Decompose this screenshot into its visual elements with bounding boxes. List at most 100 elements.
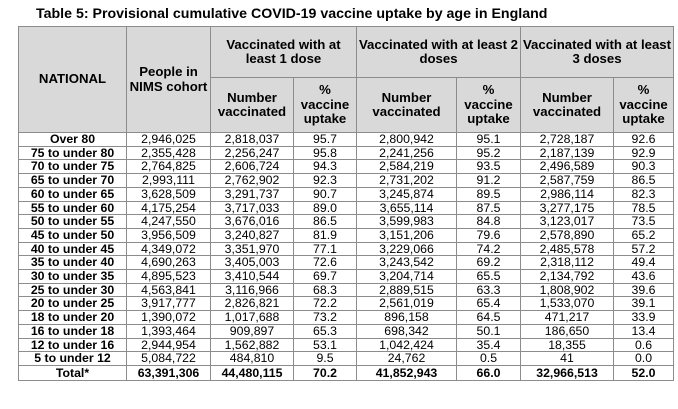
dose1-number: 3,410,544 <box>210 269 294 284</box>
vaccine-uptake-table: NATIONAL People in NIMS cohort Vaccinate… <box>18 26 675 381</box>
age-group-label: 18 to under 20 <box>18 310 127 325</box>
header-dose-1-number: Number vaccinated <box>210 77 294 133</box>
header-national: NATIONAL <box>18 26 127 133</box>
dose1-pct: 77.1 <box>293 241 357 257</box>
age-group-label: 20 to under 25 <box>18 296 127 312</box>
dose3-number: 3,277,175 <box>520 200 615 216</box>
table-row: 40 to under 45 4,349,072 3,351,970 77.1 3,22… <box>18 241 675 257</box>
dose3-pct: 39.1 <box>613 296 675 312</box>
age-group-label: 25 to under 30 <box>18 282 127 298</box>
table-row: 55 to under 60 4,175,254 3,717,033 89.0 3,65… <box>18 200 675 216</box>
table-row: Over 80 2,946,025 2,818,037 95.7 2,800,942 95… <box>18 132 675 147</box>
cohort-value: 2,993,111 <box>126 173 211 188</box>
dose1-number: 3,291,737 <box>210 186 294 202</box>
dose2-pct: 84.8 <box>455 214 522 229</box>
table-row: 18 to under 20 1,390,072 1,017,688 73.2 896,… <box>18 310 675 325</box>
cohort-value: 3,628,509 <box>126 186 211 202</box>
dose1-number: 2,762,902 <box>210 173 294 188</box>
dose3-pct: 39.6 <box>613 282 675 298</box>
table-row: 45 to under 50 3,956,509 3,240,827 81.9 3,15… <box>18 227 675 243</box>
dose1-pct: 81.9 <box>293 227 357 243</box>
table-row: 35 to under 40 4,690,263 3,405,003 72.6 3,24… <box>18 255 675 271</box>
dose1-pct: 90.7 <box>293 186 357 202</box>
dose3-pct: 78.5 <box>613 200 675 216</box>
total-dose2-number: 41,852,943 <box>356 364 457 381</box>
dose2-pct: 0.5 <box>455 351 522 366</box>
dose1-pct: 92.3 <box>293 173 357 188</box>
table-row: 20 to under 25 3,917,777 2,826,821 72.2 2,56… <box>18 296 675 312</box>
dose1-number: 2,826,821 <box>210 296 294 312</box>
dose3-number: 471,217 <box>520 310 615 325</box>
dose1-number: 1,562,882 <box>210 337 294 353</box>
age-group-label: 55 to under 60 <box>18 200 127 216</box>
dose3-pct: 73.5 <box>613 214 675 229</box>
total-dose3-pct: 52.0 <box>613 364 675 381</box>
age-group-label: 65 to under 70 <box>18 173 127 188</box>
age-group-label: 60 to under 65 <box>18 186 127 202</box>
cohort-value: 1,393,464 <box>126 323 211 339</box>
age-group-label: 30 to under 35 <box>18 269 127 284</box>
dose1-pct: 9.5 <box>293 351 357 366</box>
dose3-pct: 92.9 <box>613 145 675 161</box>
dose2-number: 3,655,114 <box>356 200 457 216</box>
dose3-number: 2,986,114 <box>520 186 615 202</box>
dose2-number: 3,151,206 <box>356 227 457 243</box>
dose3-number: 41 <box>520 351 615 366</box>
dose2-pct: 89.5 <box>455 186 522 202</box>
age-group-label: 12 to under 16 <box>18 337 127 353</box>
cohort-value: 2,764,825 <box>126 159 211 175</box>
dose3-pct: 33.9 <box>613 310 675 325</box>
cohort-value: 2,944,954 <box>126 337 211 353</box>
dose3-number: 2,187,139 <box>520 145 615 161</box>
dose3-pct: 43.6 <box>613 269 675 284</box>
age-group-label: 35 to under 40 <box>18 255 127 271</box>
dose2-number: 896,158 <box>356 310 457 325</box>
dose1-number: 1,017,688 <box>210 310 294 325</box>
age-group-label: 5 to under 12 <box>18 351 127 366</box>
header-dose-1: Vaccinated with at least 1 dose <box>210 26 357 78</box>
dose3-pct: 0.0 <box>613 351 675 366</box>
dose3-number: 3,123,017 <box>520 214 615 229</box>
dose2-pct: 50.1 <box>455 323 522 339</box>
dose1-number: 484,810 <box>210 351 294 366</box>
dose1-pct: 89.0 <box>293 200 357 216</box>
dose3-pct: 57.2 <box>613 241 675 257</box>
dose2-pct: 79.6 <box>455 227 522 243</box>
dose1-number: 3,717,033 <box>210 200 294 216</box>
dose3-pct: 0.6 <box>613 337 675 353</box>
header-nims-cohort: People in NIMS cohort <box>126 26 211 133</box>
header-dose-2-pct: % vaccine uptake <box>455 77 522 133</box>
table-row: 5 to under 12 5,084,722 484,810 9.5 24,762 0.… <box>18 351 675 366</box>
cohort-value: 4,247,550 <box>126 214 211 229</box>
cohort-value: 2,946,025 <box>126 132 211 147</box>
cohort-value: 4,690,263 <box>126 255 211 271</box>
dose1-number: 3,240,827 <box>210 227 294 243</box>
total-label: Total* <box>18 364 127 381</box>
dose3-number: 2,496,589 <box>520 159 615 175</box>
dose3-number: 2,728,187 <box>520 132 615 147</box>
table-row: 65 to under 70 2,993,111 2,762,902 92.3 2,73… <box>18 173 675 188</box>
total-cohort: 63,391,306 <box>126 364 211 381</box>
dose3-number: 2,587,759 <box>520 173 615 188</box>
dose2-pct: 65.4 <box>455 296 522 312</box>
dose2-pct: 69.2 <box>455 255 522 271</box>
table-row: 60 to under 65 3,628,509 3,291,737 90.7 3,24… <box>18 186 675 202</box>
table-row: 30 to under 35 4,895,523 3,410,544 69.7 3,20… <box>18 269 675 284</box>
total-dose1-number: 44,480,115 <box>210 364 294 381</box>
cohort-value: 1,390,072 <box>126 310 211 325</box>
header-dose-1-pct: % vaccine uptake <box>293 77 357 133</box>
header-dose-3: Vaccinated with at least 3 doses <box>520 26 675 78</box>
dose1-pct: 72.2 <box>293 296 357 312</box>
dose1-number: 2,606,724 <box>210 159 294 175</box>
dose1-number: 909,897 <box>210 323 294 339</box>
cohort-value: 4,895,523 <box>126 269 211 284</box>
dose1-pct: 65.3 <box>293 323 357 339</box>
age-group-label: 75 to under 80 <box>18 145 127 161</box>
dose1-pct: 69.7 <box>293 269 357 284</box>
dose1-pct: 53.1 <box>293 337 357 353</box>
age-group-label: 70 to under 75 <box>18 159 127 175</box>
dose3-pct: 13.4 <box>613 323 675 339</box>
total-dose1-pct: 70.2 <box>293 364 357 381</box>
dose3-number: 1,533,070 <box>520 296 615 312</box>
dose2-number: 3,204,714 <box>356 269 457 284</box>
